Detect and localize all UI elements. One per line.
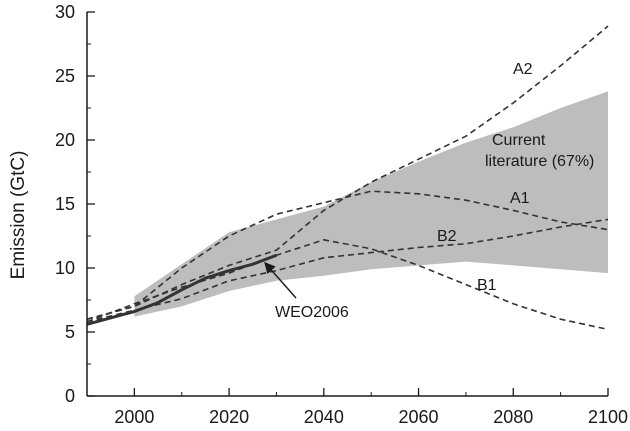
uncertainty-band <box>134 91 608 317</box>
axes-layer: 0 5 10 15 20 25 30 2000 2020 2040 2060 2080 2100 <box>55 2 628 427</box>
x-tick-label: 2100 <box>588 407 628 427</box>
series-line-weo2006 <box>86 253 278 326</box>
series-label-weo2006: WEO2006 <box>275 304 349 321</box>
series-label-b2: B2 <box>437 228 457 245</box>
x-tick-label: 2080 <box>493 407 533 427</box>
x-tick-label: 2060 <box>399 407 439 427</box>
series-line-a1 <box>86 190 609 320</box>
y-tick-label: 10 <box>55 258 75 278</box>
x-tick-label: 2040 <box>304 407 344 427</box>
y-axis-title: Emission (GtC) <box>8 151 29 280</box>
x-tick-label: 2020 <box>209 407 249 427</box>
band-label-line-2: literature (67%) <box>485 153 594 170</box>
y-tick-label: 0 <box>65 386 75 406</box>
weo-callout-arrow <box>264 261 297 299</box>
series-label-a2: A2 <box>513 61 533 78</box>
y-tick-label: 5 <box>65 322 75 342</box>
band-label: Current literature (67%) <box>485 132 594 170</box>
series-label-a1: A1 <box>510 190 530 207</box>
series-line-b1 <box>86 239 609 331</box>
y-tick-label: 25 <box>55 66 75 86</box>
series-layer <box>86 25 609 331</box>
y-tick-label: 20 <box>55 130 75 150</box>
series-line-b2 <box>86 218 609 323</box>
band-layer <box>134 91 608 317</box>
y-tick-label: 15 <box>55 194 75 214</box>
x-tick-label: 2000 <box>114 407 154 427</box>
series-label-b1: B1 <box>477 277 497 294</box>
y-tick-label: 30 <box>55 2 75 22</box>
band-label-line-1: Current <box>492 132 546 149</box>
